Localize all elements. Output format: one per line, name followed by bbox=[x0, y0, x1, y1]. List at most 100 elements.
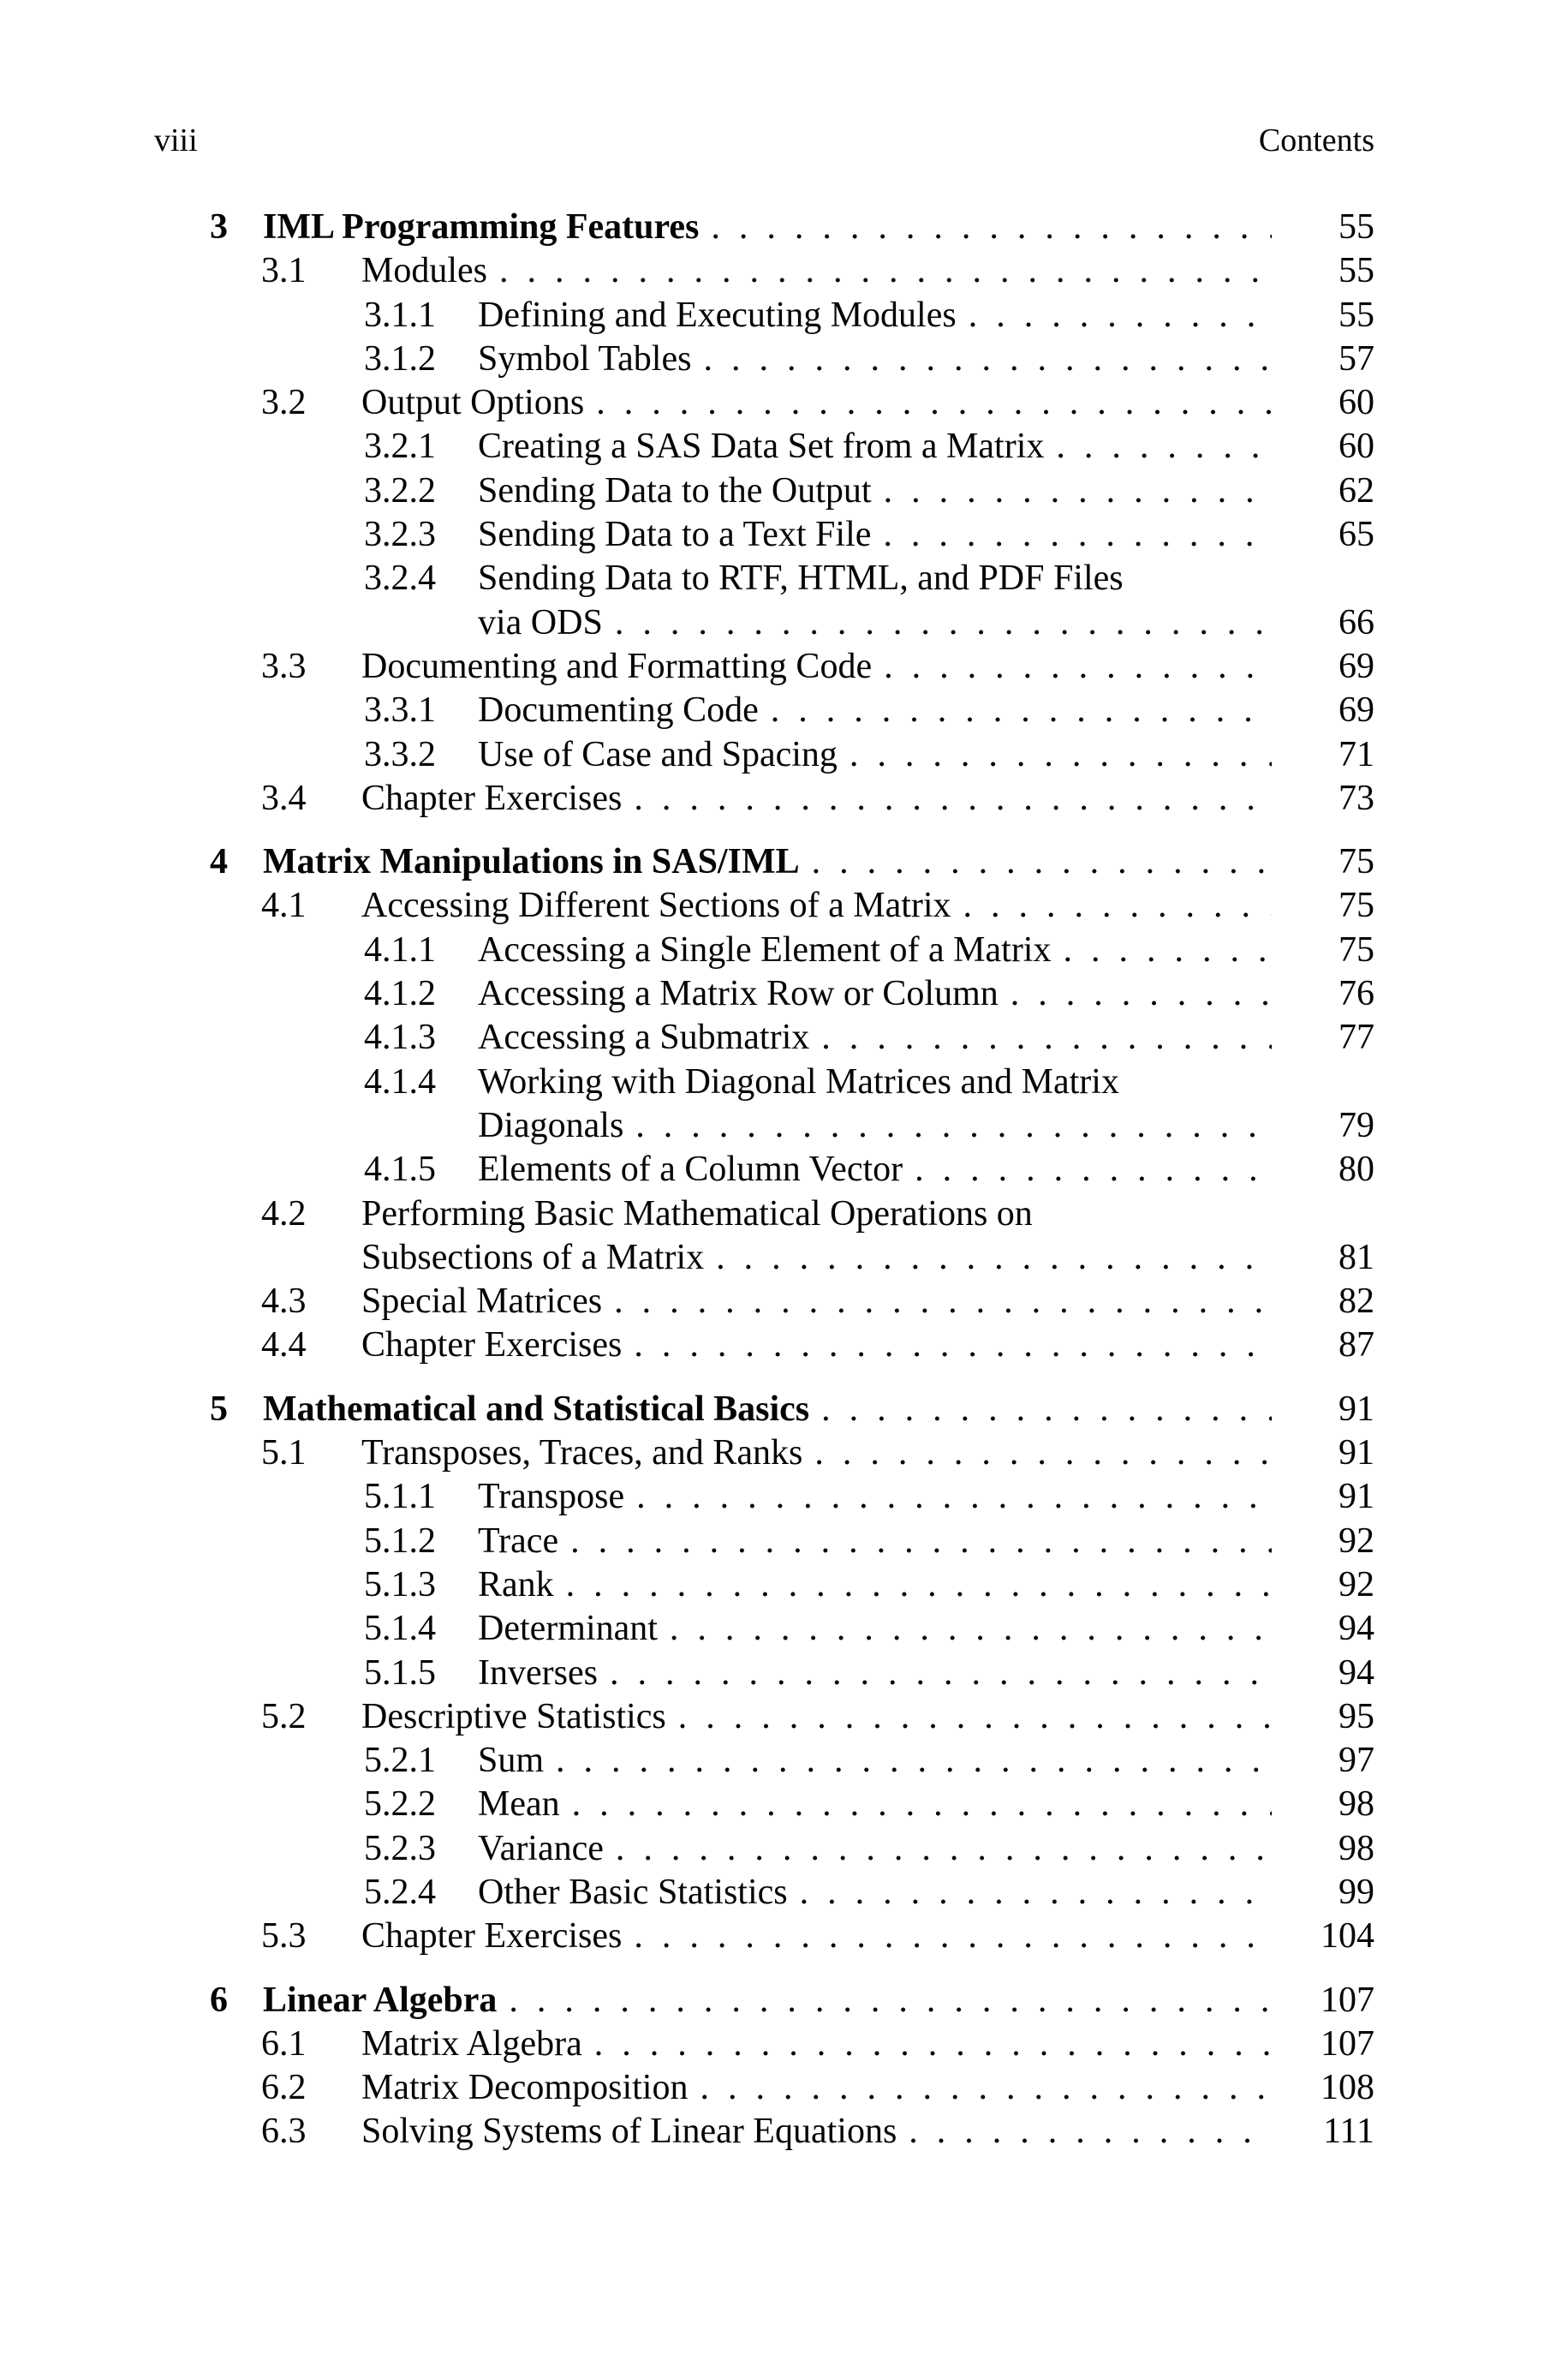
chapter-group: 4 Matrix Manipulations in SAS/IML 75 4.1… bbox=[210, 840, 1374, 1368]
dot-leader bbox=[658, 1607, 1272, 1651]
toc-entry-number: 3.2.1 bbox=[364, 427, 436, 467]
toc-entry-title: Accessing a Matrix Row or Column bbox=[478, 974, 999, 1014]
toc-entry: 3.2.1 Creating a SAS Data Set from a Mat… bbox=[210, 425, 1374, 469]
toc-entry: 6.1 Matrix Algebra 107 bbox=[210, 2022, 1374, 2066]
toc-entry-title: Determinant bbox=[478, 1609, 658, 1649]
toc-entry-page: 94 bbox=[1338, 1609, 1374, 1649]
toc-entry-number: 5.2 bbox=[261, 1696, 307, 1736]
dot-leader bbox=[838, 733, 1272, 777]
toc-entry-title: Inverses bbox=[478, 1652, 598, 1693]
toc-entry-page: 97 bbox=[1338, 1741, 1374, 1781]
toc-entry-number: 4.1.4 bbox=[364, 1061, 436, 1102]
toc-entry: 3 IML Programming Features 55 bbox=[210, 206, 1374, 249]
toc-entry-page: 92 bbox=[1338, 1521, 1374, 1561]
dot-leader bbox=[802, 1431, 1272, 1475]
dot-leader bbox=[1051, 929, 1272, 972]
toc-entry-page: 66 bbox=[1338, 602, 1374, 642]
dot-leader bbox=[622, 777, 1272, 821]
dot-leader bbox=[622, 1915, 1272, 1958]
page-number-label: viii bbox=[154, 122, 198, 158]
toc-entry-page: 91 bbox=[1338, 1477, 1374, 1517]
toc-entry-title: Matrix Decomposition bbox=[361, 2068, 689, 2108]
toc-entry: 5.2.2 Mean 98 bbox=[210, 1783, 1374, 1826]
dot-leader bbox=[558, 1520, 1272, 1563]
toc-entry-number: 6 bbox=[210, 1980, 228, 2020]
toc-entry-number: 4.1.1 bbox=[364, 929, 436, 970]
toc-entry-title: Matrix Algebra bbox=[361, 2023, 582, 2064]
toc-entry-title: Modules bbox=[361, 251, 487, 291]
toc-entry-title: Subsections of a Matrix bbox=[361, 1237, 705, 1277]
toc-entry-number: 3.3 bbox=[261, 646, 307, 686]
toc-entry-page: 80 bbox=[1338, 1150, 1374, 1190]
dot-leader bbox=[897, 2110, 1272, 2154]
toc-entry-title: via ODS bbox=[478, 602, 603, 642]
toc-entry: 5.1.5 Inverses 94 bbox=[210, 1652, 1374, 1695]
toc-entry-number: 3.2.2 bbox=[364, 470, 436, 511]
toc-entry-title: Matrix Manipulations in SAS/IML bbox=[263, 842, 800, 882]
toc-entry: 3.2.4 Sending Data to RTF, HTML, and PDF… bbox=[210, 557, 1374, 600]
toc-entry-title: Sending Data to RTF, HTML, and PDF Files bbox=[478, 559, 1124, 599]
toc-entry-title: Rank bbox=[478, 1564, 554, 1604]
dot-leader bbox=[699, 206, 1272, 249]
toc-entry-title: Sum bbox=[478, 1741, 545, 1781]
toc-entry-number: 6.1 bbox=[261, 2023, 307, 2064]
toc-entry: Diagonals 79 bbox=[210, 1104, 1374, 1148]
toc-entry: 5.2.1 Sum 97 bbox=[210, 1739, 1374, 1783]
toc-entry-title: Other Basic Statistics bbox=[478, 1872, 788, 1912]
toc-entry-page: 82 bbox=[1338, 1282, 1374, 1322]
toc-entry-number: 5.2.4 bbox=[364, 1872, 436, 1912]
dot-leader bbox=[788, 1871, 1272, 1915]
toc-entry-title: Working with Diagonal Matrices and Matri… bbox=[478, 1061, 1119, 1102]
toc-entry-page: 98 bbox=[1338, 1784, 1374, 1825]
toc-entry-number: 3.3.2 bbox=[364, 734, 436, 774]
toc-entry-page: 107 bbox=[1321, 1980, 1374, 2020]
toc-entry-title: Variance bbox=[478, 1828, 604, 1868]
toc-entry-number: 5.3 bbox=[261, 1916, 307, 1957]
dot-leader bbox=[691, 338, 1272, 381]
toc-entry: 5.1.4 Determinant 94 bbox=[210, 1607, 1374, 1651]
toc-entry-page: 75 bbox=[1338, 886, 1374, 926]
toc-entry-number: 5.2.1 bbox=[364, 1741, 436, 1781]
dot-leader bbox=[809, 1016, 1272, 1060]
toc-entry-number: 5.1.3 bbox=[364, 1564, 436, 1604]
dot-leader bbox=[582, 2022, 1272, 2066]
dot-leader bbox=[800, 840, 1272, 884]
toc-entry: 5.1.1 Transpose 91 bbox=[210, 1475, 1374, 1519]
toc-entry: 6 Linear Algebra 107 bbox=[210, 1979, 1374, 2022]
toc-entry: 4.1.3 Accessing a Submatrix 77 bbox=[210, 1016, 1374, 1060]
toc-entry-number: 5.2.2 bbox=[364, 1784, 436, 1825]
toc-entry-number: 3 bbox=[210, 207, 228, 247]
toc-entry-number: 6.2 bbox=[261, 2068, 307, 2108]
toc-entry-number: 5.1.2 bbox=[364, 1521, 436, 1561]
toc-entry-page: 81 bbox=[1338, 1237, 1374, 1277]
toc-entry-number: 3.1.1 bbox=[364, 295, 436, 335]
toc-entry-number: 4.4 bbox=[261, 1325, 307, 1365]
dot-leader bbox=[598, 1652, 1272, 1695]
toc-entry-page: 65 bbox=[1338, 515, 1374, 555]
toc-entry: 4 Matrix Manipulations in SAS/IML 75 bbox=[210, 840, 1374, 884]
toc-entry-title: IML Programming Features bbox=[263, 207, 700, 247]
toc-entry-title: Symbol Tables bbox=[478, 338, 692, 379]
chapter-group: 5 Mathematical and Statistical Basics 91… bbox=[210, 1388, 1374, 1959]
toc-entry-title: Accessing a Submatrix bbox=[478, 1018, 810, 1058]
toc-entry-page: 73 bbox=[1338, 778, 1374, 818]
toc-entry-page: 95 bbox=[1338, 1696, 1374, 1736]
table-of-contents: 3 IML Programming Features 55 3.1 Module… bbox=[210, 206, 1374, 2154]
dot-leader bbox=[560, 1783, 1272, 1826]
toc-entry-title: Performing Basic Mathematical Operations… bbox=[361, 1193, 1033, 1234]
dot-leader bbox=[688, 2066, 1272, 2110]
dot-leader bbox=[666, 1695, 1272, 1739]
running-header: viii Contents bbox=[154, 122, 1374, 159]
toc-entry: 3.1.2 Symbol Tables 57 bbox=[210, 338, 1374, 381]
toc-entry-title: Transposes, Traces, and Ranks bbox=[361, 1433, 803, 1473]
toc-entry-title: Chapter Exercises bbox=[361, 1325, 623, 1365]
toc-entry-title: Transpose bbox=[478, 1477, 625, 1517]
dot-leader bbox=[951, 884, 1272, 928]
toc-entry-page: 69 bbox=[1338, 646, 1374, 686]
toc-entry-title: Documenting and Formatting Code bbox=[361, 646, 873, 686]
toc-entry-number: 3.3.1 bbox=[364, 690, 436, 731]
chapter-group: 3 IML Programming Features 55 3.1 Module… bbox=[210, 206, 1374, 821]
toc-entry-page: 60 bbox=[1338, 427, 1374, 467]
toc-entry: 3.1 Modules 55 bbox=[210, 249, 1374, 293]
